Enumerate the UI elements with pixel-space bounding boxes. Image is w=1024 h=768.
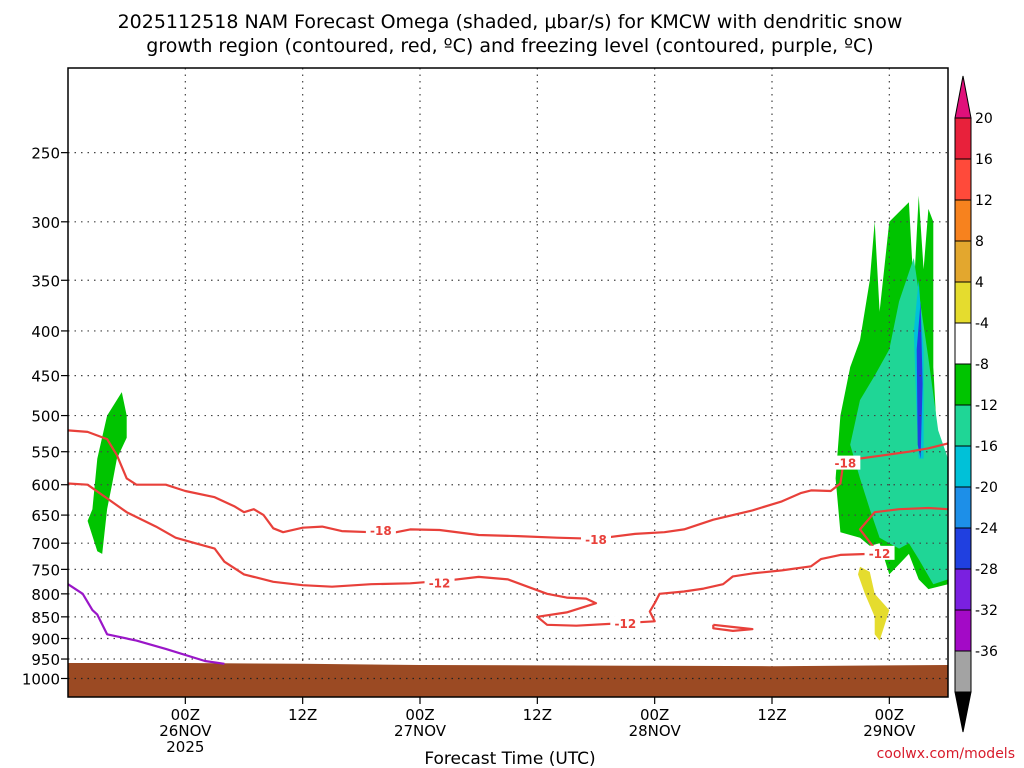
x-tick-label: 00Z — [875, 706, 904, 724]
colorbar-tick-label: 16 — [975, 152, 993, 168]
colorbar-tick-label: -12 — [975, 398, 998, 414]
colorbar-swatch — [954, 527, 972, 570]
colorbar-tick-label: 8 — [975, 234, 984, 250]
chart-title-line2: growth region (contoured, red, ºC) and f… — [146, 35, 873, 57]
colorbar-swatch — [954, 117, 972, 160]
y-tick-label: 800 — [31, 586, 60, 604]
colorbar-swatch — [954, 445, 972, 488]
x-tick-label: 12Z — [288, 706, 317, 724]
y-tick-label: 500 — [31, 408, 60, 426]
x-tick-label: 28NOV — [629, 722, 682, 740]
plot-background — [68, 68, 948, 697]
colorbar-tick-label: -8 — [975, 357, 989, 373]
colorbar-swatch — [954, 363, 972, 406]
x-tick-label: 12Z — [757, 706, 786, 724]
omega-region — [916, 301, 923, 459]
colorbar-swatch — [954, 281, 972, 324]
y-tick-label: 550 — [31, 444, 60, 462]
contour-minus12-line — [67, 482, 949, 627]
colorbar-tick-label: -32 — [975, 603, 998, 619]
omega-region — [858, 566, 890, 641]
colorbar-swatch — [954, 486, 972, 529]
contour-label-background — [365, 522, 396, 537]
contour-label: -18 — [834, 457, 856, 471]
colorbar-tick-label: 20 — [975, 111, 993, 127]
omega-region — [850, 258, 948, 585]
contour-minus12-loop — [712, 623, 754, 632]
omega-region — [87, 392, 127, 554]
y-tick-label: 650 — [31, 507, 60, 525]
colorbar-swatch — [954, 568, 972, 611]
colorbar-tick-label: -36 — [975, 644, 998, 660]
colorbar-swatch — [954, 609, 972, 652]
x-tick-label: 00Z — [640, 706, 669, 724]
y-tick-label: 250 — [31, 145, 60, 163]
x-tick-label: 00Z — [171, 706, 200, 724]
x-tick-label: 26NOV — [159, 722, 212, 740]
colorbar-tick-label: 12 — [975, 193, 993, 209]
contour-label-background — [424, 575, 455, 590]
contour-label-background — [830, 455, 861, 470]
contour-label-background — [610, 616, 641, 631]
y-tick-label: 950 — [31, 651, 60, 669]
x-tick-label: 2025 — [166, 738, 204, 756]
y-tick-label: 400 — [31, 323, 60, 341]
colorbar-tick-label: -28 — [975, 562, 998, 578]
contour-label: -18 — [585, 533, 607, 547]
contour-label: -12 — [869, 547, 891, 561]
contour-label: -18 — [370, 524, 392, 538]
colorbar-swatch — [954, 199, 972, 242]
y-tick-label: 900 — [31, 631, 60, 649]
y-tick-label: 450 — [31, 368, 60, 386]
x-axis-label: Forecast Time (UTC) — [424, 749, 595, 768]
y-tick-label: 1000 — [22, 670, 60, 688]
x-tick-label: 27NOV — [394, 722, 447, 740]
colorbar-tick-label: 4 — [975, 275, 984, 291]
colorbar-swatch — [954, 322, 972, 365]
colorbar-top-arrow — [954, 75, 972, 119]
contour-label: -12 — [429, 576, 451, 590]
y-tick-label: 750 — [31, 561, 60, 579]
colorbar-swatch — [954, 158, 972, 201]
freezing-level-line — [67, 583, 225, 665]
colorbar-swatch — [954, 404, 972, 447]
x-tick-label: 00Z — [405, 706, 434, 724]
colorbar-tick-label: -4 — [975, 316, 989, 332]
colorbar-swatch — [954, 240, 972, 283]
ground-surface — [68, 663, 948, 697]
contour-label-background — [864, 545, 895, 560]
chart-title-line1: 2025112518 NAM Forecast Omega (shaded, μ… — [118, 11, 903, 33]
x-tick-label: 29NOV — [863, 722, 916, 740]
y-tick-label: 600 — [31, 477, 60, 495]
plot-frame — [67, 67, 949, 698]
credit-text: coolwx.com/models — [877, 746, 1015, 762]
contour-label: -12 — [614, 617, 636, 631]
y-tick-label: 850 — [31, 609, 60, 627]
colorbar-bottom-arrow — [954, 691, 972, 733]
y-tick-label: 700 — [31, 535, 60, 553]
colorbar-tick-label: -20 — [975, 480, 998, 496]
y-tick-label: 350 — [31, 272, 60, 290]
contour-minus18-line — [67, 429, 949, 540]
contour-label-background — [581, 531, 611, 546]
colorbar-tick-label: -24 — [975, 521, 998, 537]
colorbar-swatch — [954, 650, 972, 693]
plot-area: -18 -18 -18 -12 -12 -12 250 300 350 400 450 500 550 6… — [22, 67, 949, 756]
colorbar-tick-label: -16 — [975, 439, 998, 455]
colorbar: 20 16 12 8 4 -4 -8 -12 -16 -20 -24 -28 -32 -36 — [954, 75, 998, 733]
x-tick-label: 12Z — [523, 706, 552, 724]
y-tick-label: 300 — [31, 214, 60, 232]
